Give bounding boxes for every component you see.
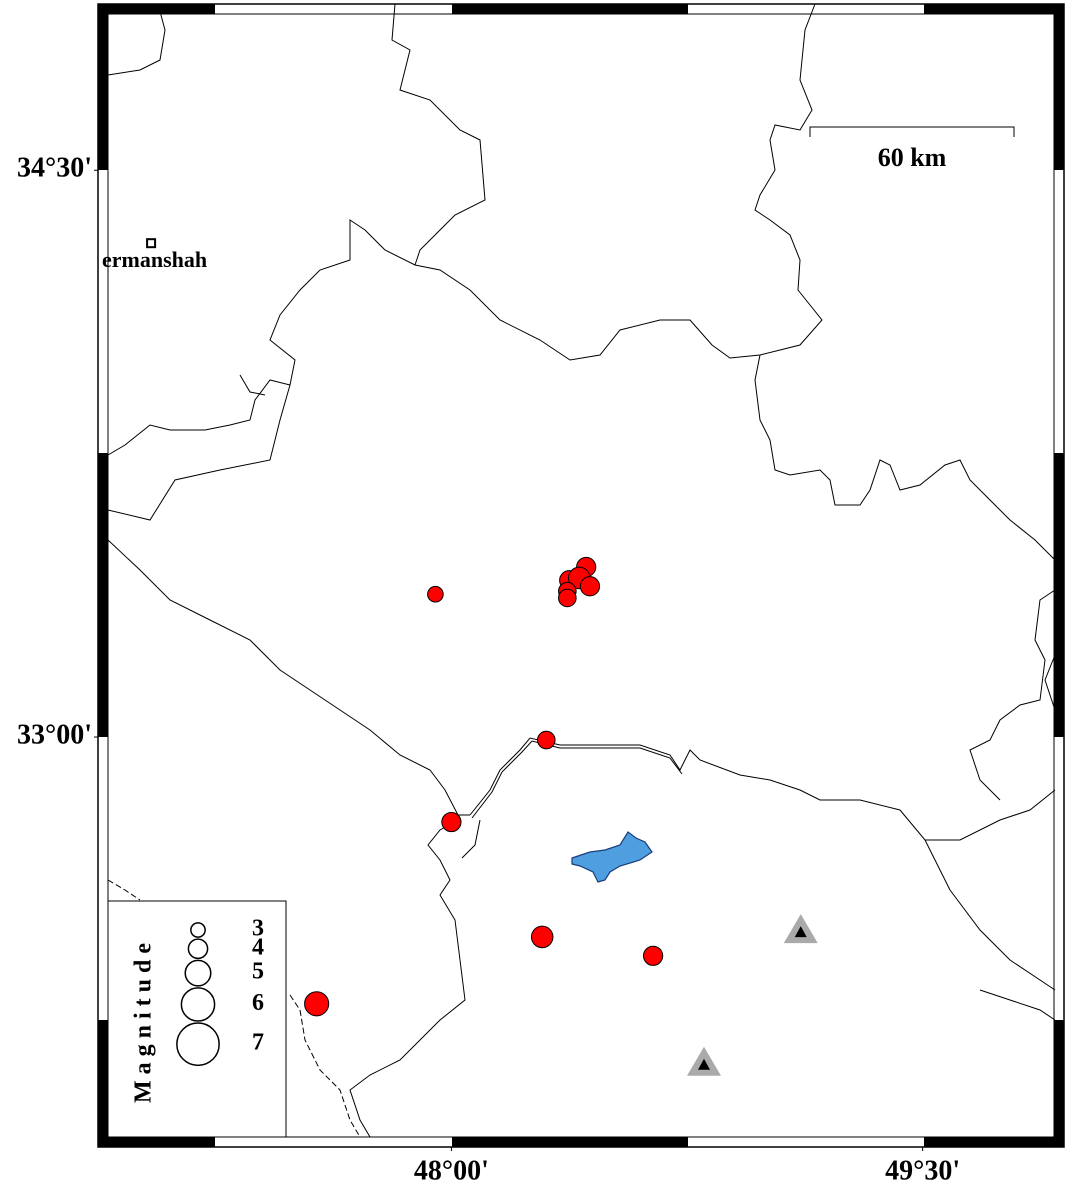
earthquake bbox=[304, 991, 330, 1017]
station-core bbox=[794, 926, 807, 938]
legend: Magnitude bbox=[107, 900, 287, 1138]
legend-label: 6 bbox=[252, 990, 264, 1016]
y-tick-label: 34°30' bbox=[17, 153, 92, 184]
x-tick-label: 48°00' bbox=[414, 1155, 489, 1186]
lake bbox=[571, 831, 653, 883]
earthquake bbox=[530, 925, 554, 949]
earthquake bbox=[427, 585, 444, 603]
x-tick-label: 49°30' bbox=[885, 1155, 960, 1186]
earthquake bbox=[558, 588, 577, 608]
y-tick-label: 33°00' bbox=[17, 719, 92, 750]
legend-title: Magnitude bbox=[131, 937, 157, 1103]
scale-bar: 60 km bbox=[809, 126, 1015, 172]
legend-circle bbox=[187, 938, 209, 960]
frame bbox=[97, 3, 1065, 1148]
borders bbox=[107, 3, 1056, 1138]
earthquake bbox=[441, 811, 462, 833]
legend-label: 3 bbox=[252, 916, 264, 942]
earthquake bbox=[642, 945, 664, 966]
station-core bbox=[697, 1058, 710, 1070]
city-marker bbox=[146, 238, 157, 249]
legend-circle bbox=[180, 987, 216, 1022]
legend-circle bbox=[190, 922, 206, 938]
legend-label: 5 bbox=[252, 959, 264, 985]
earthquake bbox=[536, 730, 556, 750]
legend-label: 7 bbox=[252, 1030, 264, 1056]
legend-label: 4 bbox=[252, 934, 264, 960]
legend-circle bbox=[176, 1022, 220, 1067]
city-label: ermanshah bbox=[102, 247, 207, 272]
earthquake bbox=[579, 576, 601, 597]
legend-circle bbox=[184, 959, 212, 987]
scale-label: 60 km bbox=[878, 143, 947, 172]
